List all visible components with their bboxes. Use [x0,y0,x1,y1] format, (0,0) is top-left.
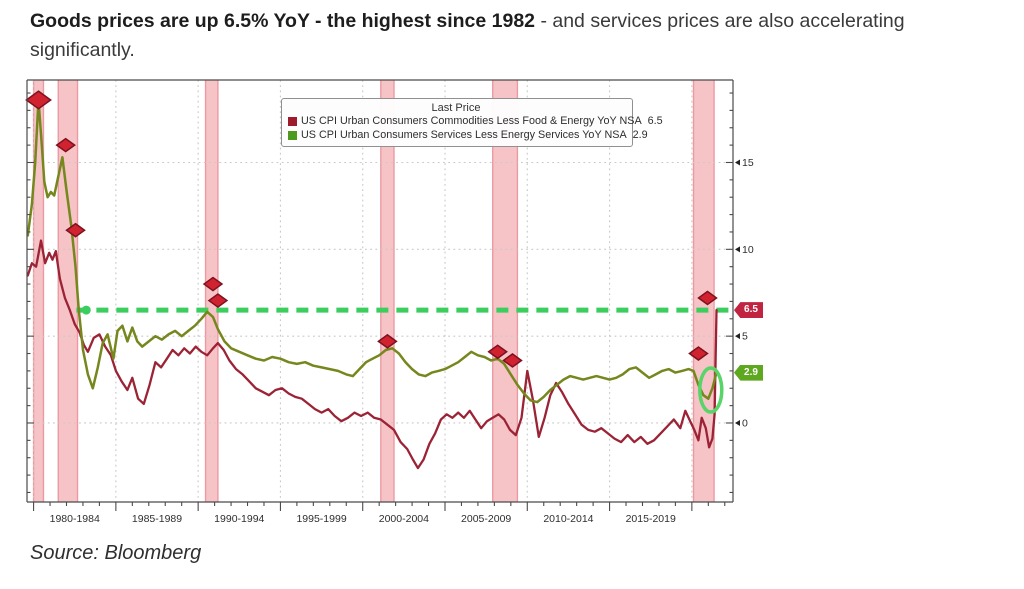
chart-legend: Last Price US CPI Urban Consumers Commod… [281,98,663,147]
legend-label-commodities: US CPI Urban Consumers Commodities Less … [301,115,642,127]
legend-value-services: 2.9 [632,128,648,141]
headline-bold: Goods prices are up 6.5% YoY - the highe… [30,10,536,32]
services-swatch-icon [288,130,297,140]
svg-text:5: 5 [742,331,748,343]
commodities-swatch-icon [288,117,297,127]
svg-text:1980-1984: 1980-1984 [50,513,100,525]
plot-svg: 0 5 10 15 1980-1984 1985-1989 1990-1994 1995-19… [25,79,754,525]
svg-text:2010-2014: 2010-2014 [543,513,593,525]
svg-text:1985-1989: 1985-1989 [132,513,182,525]
last-price-badge-services: 2.9 [734,364,763,381]
svg-text:1995-1999: 1995-1999 [296,513,346,525]
headline: Goods prices are up 6.5% YoY - the highe… [30,7,995,65]
svg-text:2000-2004: 2000-2004 [379,513,429,525]
svg-text:15: 15 [742,157,754,169]
legend-title: Last Price [431,102,481,114]
source-credit: Source: Bloomberg [30,542,202,564]
last-price-badge-goods: 6.5 [734,302,763,319]
svg-text:2005-2009: 2005-2009 [461,513,511,525]
headline-regular: - and services prices are also accelerat… [30,10,905,61]
legend-row-commodities: US CPI Urban Consumers Commodities Less … [288,115,663,129]
legend-value-commodities: 6.5 [647,115,663,127]
svg-text:10: 10 [742,244,754,256]
legend-row-services: US CPI Urban Consumers Services Less Ene… [288,128,648,143]
svg-text:2015-2019: 2015-2019 [626,513,676,525]
legend-label-services: US CPI Urban Consumers Services Less Ene… [301,128,627,141]
cpi-chart-figure: 0 5 10 15 1980-1984 1985-1989 1990-1994 1995-19… [20,78,765,530]
svg-text:1990-1994: 1990-1994 [214,513,264,525]
svg-text:0: 0 [742,417,748,429]
